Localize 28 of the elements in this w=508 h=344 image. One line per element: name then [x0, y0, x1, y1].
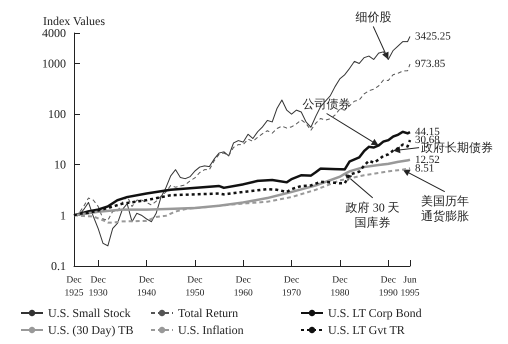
y-tick-label: 1000 [42, 56, 66, 70]
legend-label: U.S. Small Stock [48, 306, 131, 320]
legend-label: Total Return [178, 306, 238, 320]
y-tick-label: 4000 [42, 26, 66, 40]
legend-label: U.S. LT Gvt TR [328, 323, 405, 337]
x-tick-label: Dec 1970 [282, 276, 302, 298]
annotation: 政府 30 天国库券 [346, 200, 400, 230]
x-tick-label: Dec 1940 [137, 276, 156, 298]
legend-label: U.S. (30 Day) TB [48, 323, 134, 337]
x-tick-label: Dec 1950 [185, 276, 205, 298]
y-tick-label: 100 [48, 107, 66, 122]
data-label: 8.51 [415, 162, 434, 174]
legend-label: U.S. Inflation [178, 323, 244, 337]
x-tick-label: Jun 1995 [400, 276, 420, 298]
legend-label: U.S. LT Corp Bond [328, 306, 422, 320]
y-axis-title: Index Values [42, 14, 106, 28]
x-tick-label: Dec 1960 [234, 276, 253, 298]
y-tick-label: 10 [54, 158, 66, 172]
data-label: 973.85 [415, 58, 446, 70]
y-tick-label: 0.1 [51, 259, 66, 273]
x-tick-label: Dec 1990 [378, 276, 398, 298]
x-tick-label: Dec 1980 [330, 276, 350, 298]
annotation: 美国历年通货膨胀 [420, 194, 469, 224]
x-tick-label: Dec 1930 [88, 276, 108, 298]
y-tick-label: 1 [60, 208, 66, 222]
data-label: 3425.25 [415, 30, 452, 42]
annotation: 细价股 [355, 10, 392, 24]
x-tick-label: Dec 1925 [64, 276, 84, 298]
